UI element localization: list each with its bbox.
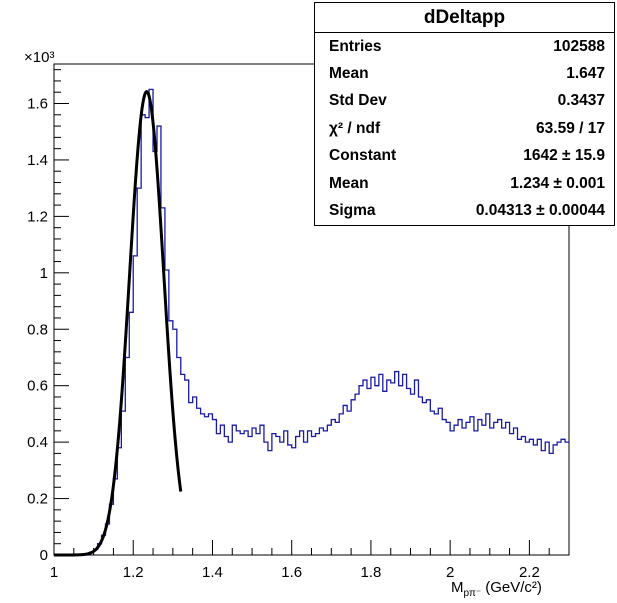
- stats-label: Sigma: [329, 202, 376, 220]
- stats-label: Constant: [329, 147, 397, 165]
- gaussian-fit-curve: [54, 90, 183, 557]
- stats-row-fit-mean: Mean 1.234 ± 0.001: [315, 170, 614, 197]
- y-tick-label: 1.6: [27, 96, 48, 113]
- y-tick-label: 1: [40, 265, 48, 282]
- stats-label: Mean: [329, 65, 369, 83]
- stats-value: 1642 ± 15.9: [523, 147, 605, 165]
- x-tick-label: 2.2: [519, 564, 540, 581]
- stats-label: Std Dev: [329, 92, 387, 110]
- stats-row-entries: Entries 102588: [315, 33, 614, 60]
- stats-value: 0.3437: [557, 92, 605, 110]
- y-tick-label: 0.4: [27, 434, 48, 451]
- x-axis-title: Mpπ⁻ (GeV/c²): [451, 579, 542, 599]
- histogram-series: [54, 88, 569, 556]
- y-tick-label: 1.2: [27, 208, 48, 225]
- stats-value: 102588: [553, 37, 605, 55]
- x-tick-label: 1.8: [360, 564, 381, 581]
- x-tick-label: 1.6: [281, 564, 302, 581]
- stats-value: 1.234 ± 0.001: [510, 174, 605, 192]
- stats-row-sigma: Sigma 0.04313 ± 0.00044: [315, 197, 614, 224]
- stats-label: Entries: [329, 37, 382, 55]
- y-tick-label: 0.6: [27, 378, 48, 395]
- plot-area: 1 1.2 1.4 1.6 1.8 2 2.2 0 0.2 0.4 0.6 0.8 1 1.2 1.4 1.6: [27, 63, 570, 581]
- x-tick-label: 1: [50, 564, 58, 581]
- x-tick-label: 1.2: [123, 564, 144, 581]
- stats-row-chi2: χ² / ndf 63.59 / 17: [315, 115, 614, 142]
- stats-title: dDeltapp: [315, 3, 614, 33]
- stats-row-constant: Constant 1642 ± 15.9: [315, 143, 614, 170]
- y-tick-label: 0.2: [27, 491, 48, 508]
- y-tick-label: 1.4: [27, 152, 48, 169]
- stats-value: 1.647: [566, 65, 605, 83]
- stats-value: 0.04313 ± 0.00044: [475, 202, 605, 220]
- x-tick-label: 2: [446, 564, 454, 581]
- y-tick-label: 0.8: [27, 321, 48, 338]
- stats-box: dDeltapp Entries 102588 Mean 1.647 Std Dev…: [314, 2, 615, 226]
- stats-label: χ² / ndf: [329, 119, 381, 137]
- stats-label: Mean: [329, 174, 369, 192]
- stats-row-mean: Mean 1.647: [315, 60, 614, 87]
- stats-row-stddev: Std Dev 0.3437: [315, 88, 614, 115]
- y-tick-label: 0: [40, 547, 48, 564]
- x-tick-label: 1.4: [202, 564, 223, 581]
- stats-value: 63.59 / 17: [536, 119, 605, 137]
- y-multiplier-label: ×10³: [24, 49, 54, 66]
